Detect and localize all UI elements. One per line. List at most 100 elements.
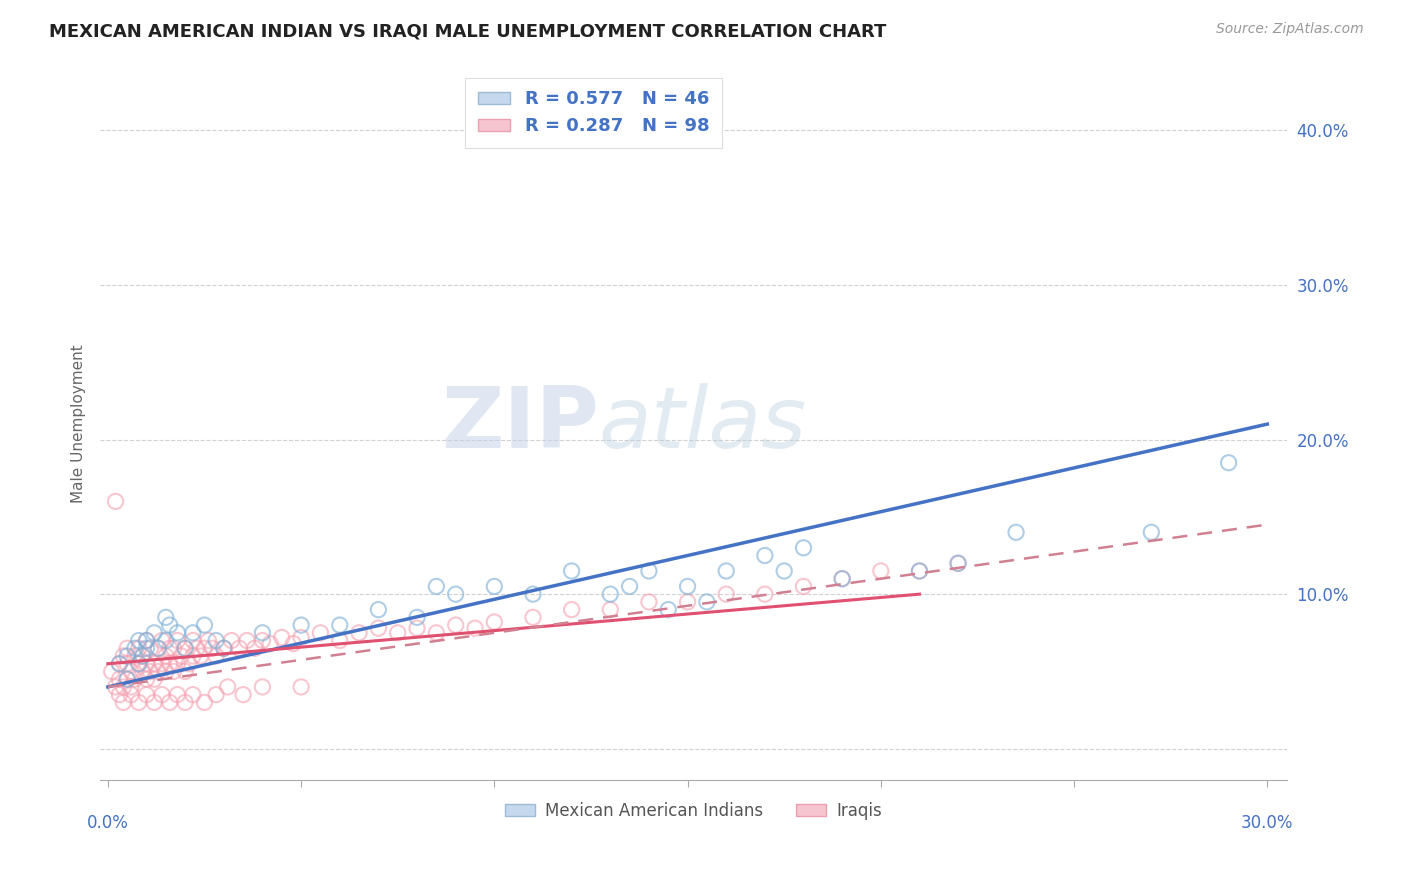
Point — [290, 680, 312, 694]
Point — [464, 621, 486, 635]
Text: Source: ZipAtlas.com: Source: ZipAtlas.com — [1216, 22, 1364, 37]
Point — [252, 680, 274, 694]
Point — [181, 625, 204, 640]
Point — [367, 602, 389, 616]
Point — [190, 648, 212, 663]
Point — [716, 564, 738, 578]
Point — [135, 641, 157, 656]
Point — [193, 695, 215, 709]
Point — [181, 688, 204, 702]
Point — [425, 579, 447, 593]
Point — [108, 672, 131, 686]
Point — [104, 680, 127, 694]
Point — [444, 587, 467, 601]
Point — [135, 688, 157, 702]
Point — [347, 625, 370, 640]
Point — [561, 564, 583, 578]
Point — [108, 657, 131, 671]
Point — [599, 587, 621, 601]
Point — [638, 595, 661, 609]
Point — [290, 631, 312, 645]
Point — [425, 625, 447, 640]
Point — [773, 564, 796, 578]
Point — [108, 657, 131, 671]
Point — [139, 665, 162, 679]
Point — [1218, 456, 1240, 470]
Point — [792, 541, 814, 555]
Point — [212, 641, 235, 656]
Point — [124, 672, 146, 686]
Point — [146, 665, 169, 679]
Point — [131, 648, 153, 663]
Point — [177, 657, 200, 671]
Point — [329, 618, 352, 632]
Point — [115, 672, 138, 686]
Point — [831, 572, 853, 586]
Point — [174, 641, 197, 656]
Point — [696, 595, 718, 609]
Point — [115, 657, 138, 671]
Point — [754, 587, 776, 601]
Point — [104, 494, 127, 508]
Point — [205, 633, 228, 648]
Point — [522, 610, 544, 624]
Point — [908, 564, 931, 578]
Point — [1140, 525, 1163, 540]
Point — [139, 641, 162, 656]
Point — [676, 595, 699, 609]
Point — [201, 641, 224, 656]
Point — [270, 631, 292, 645]
Point — [406, 621, 429, 635]
Point — [205, 648, 228, 663]
Point — [290, 618, 312, 632]
Point — [166, 633, 188, 648]
Point — [155, 648, 177, 663]
Point — [143, 672, 166, 686]
Point — [124, 648, 146, 663]
Text: 30.0%: 30.0% — [1241, 814, 1294, 832]
Point — [174, 641, 197, 656]
Point — [128, 695, 150, 709]
Point — [155, 633, 177, 648]
Point — [676, 579, 699, 593]
Point — [236, 633, 259, 648]
Point — [131, 648, 153, 663]
Point — [232, 688, 254, 702]
Y-axis label: Male Unemployment: Male Unemployment — [72, 344, 86, 503]
Point — [869, 564, 891, 578]
Point — [283, 637, 305, 651]
Point — [638, 564, 661, 578]
Point — [146, 641, 169, 656]
Point — [112, 648, 135, 663]
Point — [159, 641, 181, 656]
Point — [150, 688, 173, 702]
Point — [792, 579, 814, 593]
Point — [212, 641, 235, 656]
Point — [657, 602, 679, 616]
Point — [484, 615, 506, 629]
Point — [112, 695, 135, 709]
Point — [367, 621, 389, 635]
Point — [444, 618, 467, 632]
Point — [146, 641, 169, 656]
Point — [150, 633, 173, 648]
Point — [100, 665, 122, 679]
Point — [124, 641, 146, 656]
Point — [162, 665, 184, 679]
Point — [128, 657, 150, 671]
Point — [128, 657, 150, 671]
Text: atlas: atlas — [599, 383, 807, 466]
Point — [143, 657, 166, 671]
Point — [135, 657, 157, 671]
Point — [619, 579, 641, 593]
Point — [221, 633, 243, 648]
Point — [143, 695, 166, 709]
Point — [112, 680, 135, 694]
Point — [159, 618, 181, 632]
Point — [166, 688, 188, 702]
Point — [259, 637, 281, 651]
Point — [170, 648, 193, 663]
Point — [159, 657, 181, 671]
Point — [387, 625, 409, 640]
Point — [217, 680, 239, 694]
